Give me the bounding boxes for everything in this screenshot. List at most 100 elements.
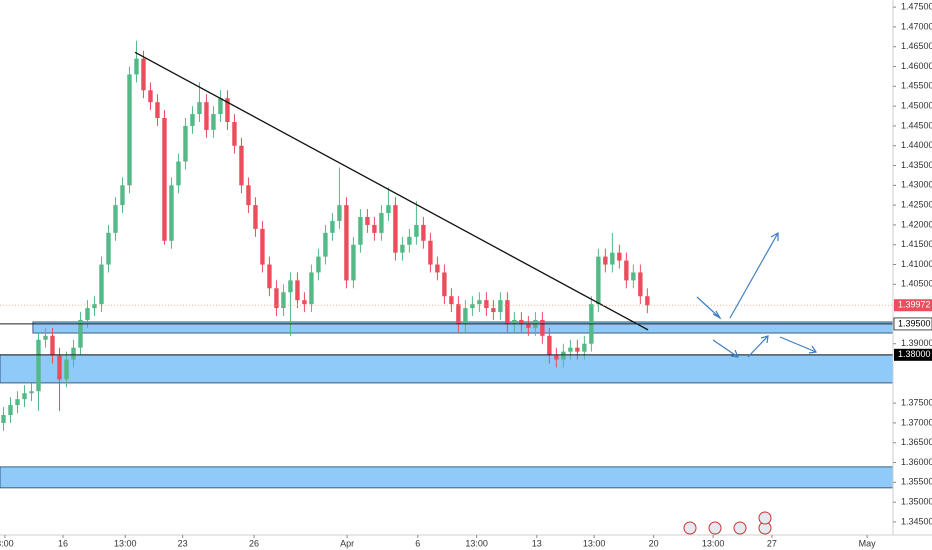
- candle-body: [400, 244, 405, 253]
- event-icon[interactable]: [708, 521, 722, 535]
- candle-body: [85, 308, 90, 320]
- arrow-head: [770, 231, 779, 241]
- candle-body: [519, 319, 524, 324]
- candle-body: [1, 415, 6, 423]
- y-tick-label: 1.44000: [901, 140, 932, 150]
- candle-body: [218, 98, 223, 115]
- y-tick-label: 1.34500: [901, 516, 932, 526]
- candle-body: [351, 244, 356, 281]
- candle-body: [617, 252, 622, 261]
- candle-body: [631, 272, 636, 281]
- candle-body: [323, 232, 328, 257]
- trendline: [134, 51, 649, 331]
- candle-body: [624, 260, 629, 281]
- candle-body: [78, 319, 83, 348]
- candle-body: [365, 217, 370, 225]
- candle-body: [491, 308, 496, 313]
- candle-body: [358, 217, 363, 245]
- candle-body: [386, 205, 391, 214]
- candle-body: [57, 355, 62, 380]
- candle-body: [92, 304, 97, 309]
- price-label-box: [893, 317, 932, 331]
- event-icon[interactable]: [733, 521, 747, 535]
- candle-body: [344, 205, 349, 281]
- candle-body: [274, 288, 279, 309]
- y-tick-label: 1.37500: [901, 398, 932, 408]
- candle-body: [225, 98, 230, 122]
- arrow-head: [712, 310, 722, 320]
- y-tick-label: 1.40500: [901, 279, 932, 289]
- candle-body: [610, 252, 615, 265]
- candle-body: [316, 256, 321, 273]
- candle-body: [148, 90, 153, 103]
- projection-arrows: [696, 231, 818, 358]
- x-tick-label: May: [859, 538, 877, 548]
- event-icon[interactable]: [683, 521, 697, 535]
- candle-body: [540, 319, 545, 336]
- candle-body: [120, 185, 125, 206]
- event-icons: [683, 511, 772, 535]
- candle-body: [470, 304, 475, 309]
- y-tick-label: 1.37000: [901, 417, 932, 427]
- candle-body: [15, 399, 20, 406]
- arrow: [729, 232, 779, 319]
- time-axis: [0, 535, 893, 550]
- candle-body: [372, 224, 377, 233]
- arrow-head: [760, 335, 769, 344]
- arrow: [779, 336, 817, 353]
- candle-body: [407, 236, 412, 245]
- x-tick-label: 3:00: [0, 538, 14, 548]
- y-tick-label: 1.47000: [901, 21, 932, 31]
- candle-body: [456, 304, 461, 324]
- candle-body: [428, 240, 433, 265]
- x-tick-label: 13:00: [465, 538, 488, 548]
- y-tick-label: 1.35500: [901, 477, 932, 487]
- candle-body: [575, 347, 580, 352]
- candle-body: [302, 300, 307, 305]
- candle-body: [36, 339, 41, 392]
- x-tick-label: 16: [58, 538, 68, 548]
- candle-body: [309, 272, 314, 305]
- candle-body: [183, 125, 188, 162]
- candle-body: [113, 205, 118, 233]
- candle-body: [134, 58, 139, 75]
- candle-body: [645, 296, 650, 306]
- candle-body: [106, 232, 111, 265]
- arrow: [747, 335, 769, 358]
- candle-body: [498, 300, 503, 313]
- y-tick-label: 1.43500: [901, 160, 932, 170]
- candle-body: [190, 114, 195, 126]
- candle-body: [141, 58, 146, 91]
- candle-body: [197, 102, 202, 115]
- x-tick-label: 13:00: [702, 538, 725, 548]
- y-tick-label: 1.39000: [901, 338, 932, 348]
- candle-body: [232, 121, 237, 146]
- y-tick-label: 1.47500: [901, 2, 932, 12]
- price-axis: [893, 0, 932, 550]
- y-tick-label: 1.45000: [901, 101, 932, 111]
- candle-body: [337, 205, 342, 221]
- drawings: [0, 51, 893, 356]
- candle-body: [295, 280, 300, 301]
- candle-body: [267, 264, 272, 289]
- candle-body: [568, 347, 573, 352]
- candle-body: [281, 292, 286, 309]
- y-tick-label: 1.44500: [901, 120, 932, 130]
- candle-body: [169, 185, 174, 241]
- x-tick-label: 27: [767, 538, 777, 548]
- event-icon[interactable]: [758, 511, 772, 525]
- candle-body: [330, 220, 335, 233]
- price-label: 1.38000: [898, 349, 931, 359]
- candle-body: [288, 280, 293, 293]
- candle-body: [64, 359, 69, 380]
- y-tick-label: 1.46500: [901, 41, 932, 51]
- x-tick-label: 13:00: [114, 538, 137, 548]
- x-tick-label: 26: [249, 538, 259, 548]
- price-label: 1.39500: [898, 318, 931, 328]
- candle-body: [596, 256, 601, 305]
- candle-body: [29, 391, 34, 394]
- candle-body: [99, 264, 104, 305]
- candle-body: [211, 114, 216, 130]
